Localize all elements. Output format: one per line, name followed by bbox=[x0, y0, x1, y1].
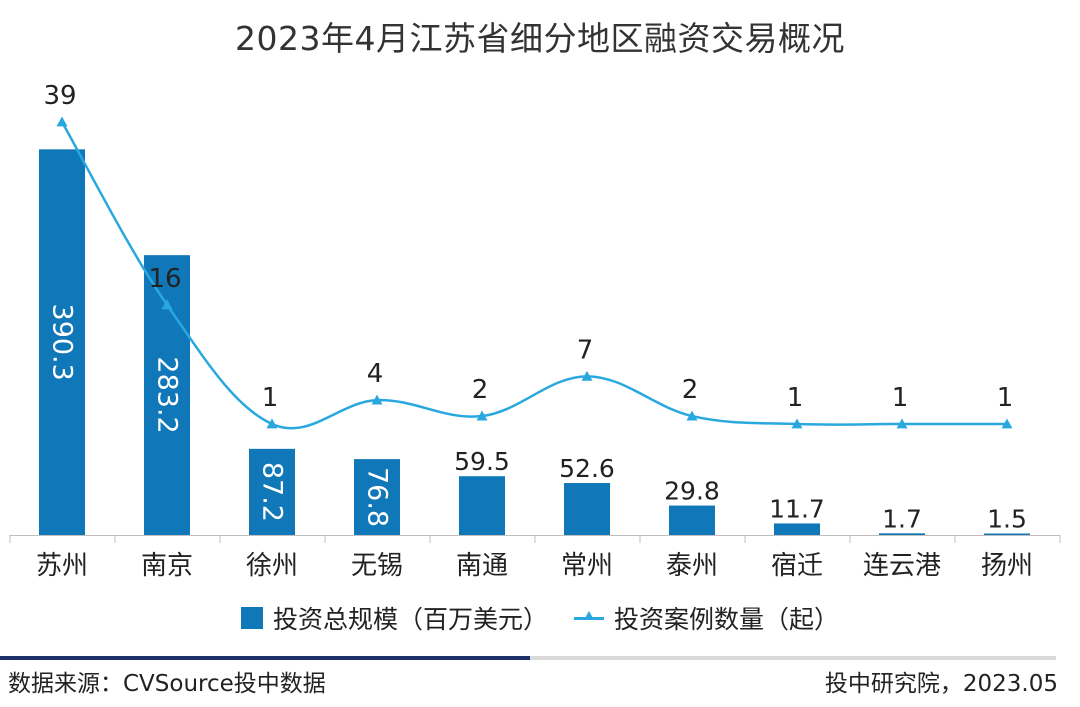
footer-credit: 投中研究院，2023.05 bbox=[824, 671, 1058, 697]
x-category-label-5: 常州 bbox=[561, 551, 613, 581]
line-marker-3 bbox=[371, 394, 383, 405]
x-category-label-3: 无锡 bbox=[351, 551, 403, 581]
legend: 投资总规模（百万美元） 投资案例数量（起） bbox=[0, 600, 1080, 636]
legend-item-line: 投资案例数量（起） bbox=[574, 600, 839, 636]
x-category-label-6: 泰州 bbox=[666, 551, 718, 581]
bar-9 bbox=[984, 533, 1030, 535]
line-value-label-8: 1 bbox=[892, 383, 909, 413]
bar-value-label-8: 1.7 bbox=[882, 504, 922, 533]
chart-title: 2023年4月江苏省细分地区融资交易概况 bbox=[235, 19, 845, 58]
bar-value-label-7: 11.7 bbox=[769, 494, 825, 523]
x-category-label-7: 宿迁 bbox=[771, 551, 823, 581]
line-marker-1 bbox=[161, 299, 173, 310]
legend-bar-swatch bbox=[240, 607, 263, 629]
bar-value-label-9: 1.5 bbox=[987, 505, 1027, 534]
line-value-label-5: 7 bbox=[577, 335, 594, 365]
line-marker-5 bbox=[581, 370, 593, 381]
line-value-label-9: 1 bbox=[997, 383, 1014, 413]
bar-2 bbox=[249, 448, 295, 535]
bar-0 bbox=[39, 149, 85, 535]
footer-divider-accent bbox=[0, 656, 530, 660]
legend-line-swatch bbox=[574, 607, 604, 629]
x-category-label-0: 苏州 bbox=[36, 551, 88, 581]
legend-item-bar: 投资总规模（百万美元） bbox=[240, 600, 548, 636]
legend-line-label: 投资案例数量（起） bbox=[614, 605, 840, 634]
x-category-label-2: 徐州 bbox=[246, 551, 298, 581]
bar-4 bbox=[459, 476, 505, 535]
x-category-label-1: 南京 bbox=[141, 551, 193, 581]
line-marker-9 bbox=[1001, 418, 1013, 429]
bar-8 bbox=[879, 533, 925, 535]
line-value-label-3: 4 bbox=[367, 359, 384, 389]
line-marker-8 bbox=[896, 418, 908, 429]
line-value-label-6: 2 bbox=[682, 375, 699, 405]
bar-7 bbox=[774, 523, 820, 535]
bar-value-label-4: 59.5 bbox=[454, 447, 510, 476]
line-marker-7 bbox=[791, 418, 803, 429]
legend-bar-label: 投资总规模（百万美元） bbox=[272, 605, 548, 634]
footer-divider bbox=[530, 656, 1056, 660]
x-category-label-8: 连云港 bbox=[863, 551, 941, 581]
line-marker-0 bbox=[56, 116, 68, 127]
line-marker-6 bbox=[686, 410, 698, 421]
line-value-label-0: 39 bbox=[43, 81, 76, 111]
bar-value-label-3: 76.8 bbox=[362, 467, 393, 527]
bar-value-label-1: 283.2 bbox=[152, 356, 183, 433]
bar-value-label-2: 87.2 bbox=[257, 462, 288, 522]
line-value-label-7: 1 bbox=[787, 383, 804, 413]
bar-6 bbox=[669, 505, 715, 535]
bar-value-label-6: 29.8 bbox=[664, 477, 720, 506]
chart-plot: 390.3 283.2 87.2 76.8 59.5 52.6 29.8 11.7 1.7 1.5… bbox=[9, 81, 1061, 581]
x-category-label-4: 南通 bbox=[456, 551, 508, 581]
line-value-label-2: 1 bbox=[262, 383, 279, 413]
bar-value-label-0: 390.3 bbox=[47, 304, 78, 381]
line-value-label-1: 16 bbox=[148, 264, 181, 294]
bar-value-label-5: 52.6 bbox=[559, 454, 615, 483]
line-marker-4 bbox=[476, 410, 488, 421]
footer-source: 数据来源：CVSource投中数据 bbox=[8, 671, 326, 697]
bar-5 bbox=[564, 483, 610, 535]
line-series-path bbox=[60, 121, 1007, 430]
x-category-label-9: 扬州 bbox=[981, 551, 1033, 581]
line-value-label-4: 2 bbox=[472, 375, 489, 405]
bar-3 bbox=[354, 459, 400, 535]
line-marker-2 bbox=[266, 418, 278, 429]
